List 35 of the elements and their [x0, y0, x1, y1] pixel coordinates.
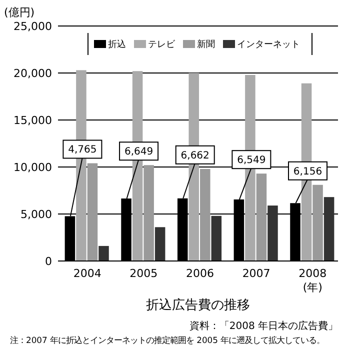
- data-label: 4,765: [68, 144, 97, 156]
- y-tick-label: 10,000: [14, 160, 52, 174]
- data-label: 6,649: [124, 146, 154, 158]
- bar: [211, 216, 222, 261]
- x-tick-label: 2005: [130, 267, 158, 280]
- data-label: 6,549: [237, 155, 266, 166]
- bar: [324, 197, 334, 261]
- x-axis-title: (年): [302, 281, 322, 294]
- bar: [312, 184, 323, 261]
- bar: [200, 168, 210, 261]
- text: 折込広告費の推移: [146, 297, 250, 313]
- bar: [256, 174, 267, 261]
- data-label: 6,156: [293, 166, 322, 178]
- bar: [87, 163, 98, 261]
- x-tick-label: 2004: [73, 267, 102, 280]
- legend-label: インターネット: [237, 40, 300, 50]
- y-tick-label: 0: [45, 254, 52, 268]
- y-tick-label: 5,000: [20, 208, 52, 221]
- y-tick-label: 25,000: [14, 20, 52, 33]
- x-tick-label: 2008: [298, 267, 327, 280]
- bar: [98, 246, 109, 261]
- legend-label: 新聞: [197, 39, 215, 50]
- legend-label: 折込: [108, 39, 126, 50]
- x-tick-label: 2007: [242, 267, 270, 280]
- x-tick-label: 2006: [186, 267, 214, 280]
- y-tick-label: 20,000: [14, 66, 52, 80]
- legend-label: テレビ: [148, 39, 176, 50]
- data-label: 6,662: [180, 150, 210, 162]
- bar: [144, 165, 154, 261]
- y-axis-title: (億円): [4, 6, 35, 19]
- text: 資料：「2008 年日本の広告費」: [189, 320, 338, 332]
- text: 注：2007 年に折込とインターネットの推定範囲を 2005 年に遡及して拡大している。: [10, 335, 325, 345]
- y-tick-label: 15,000: [14, 114, 52, 127]
- bar: [268, 206, 278, 261]
- bar: [154, 227, 166, 261]
